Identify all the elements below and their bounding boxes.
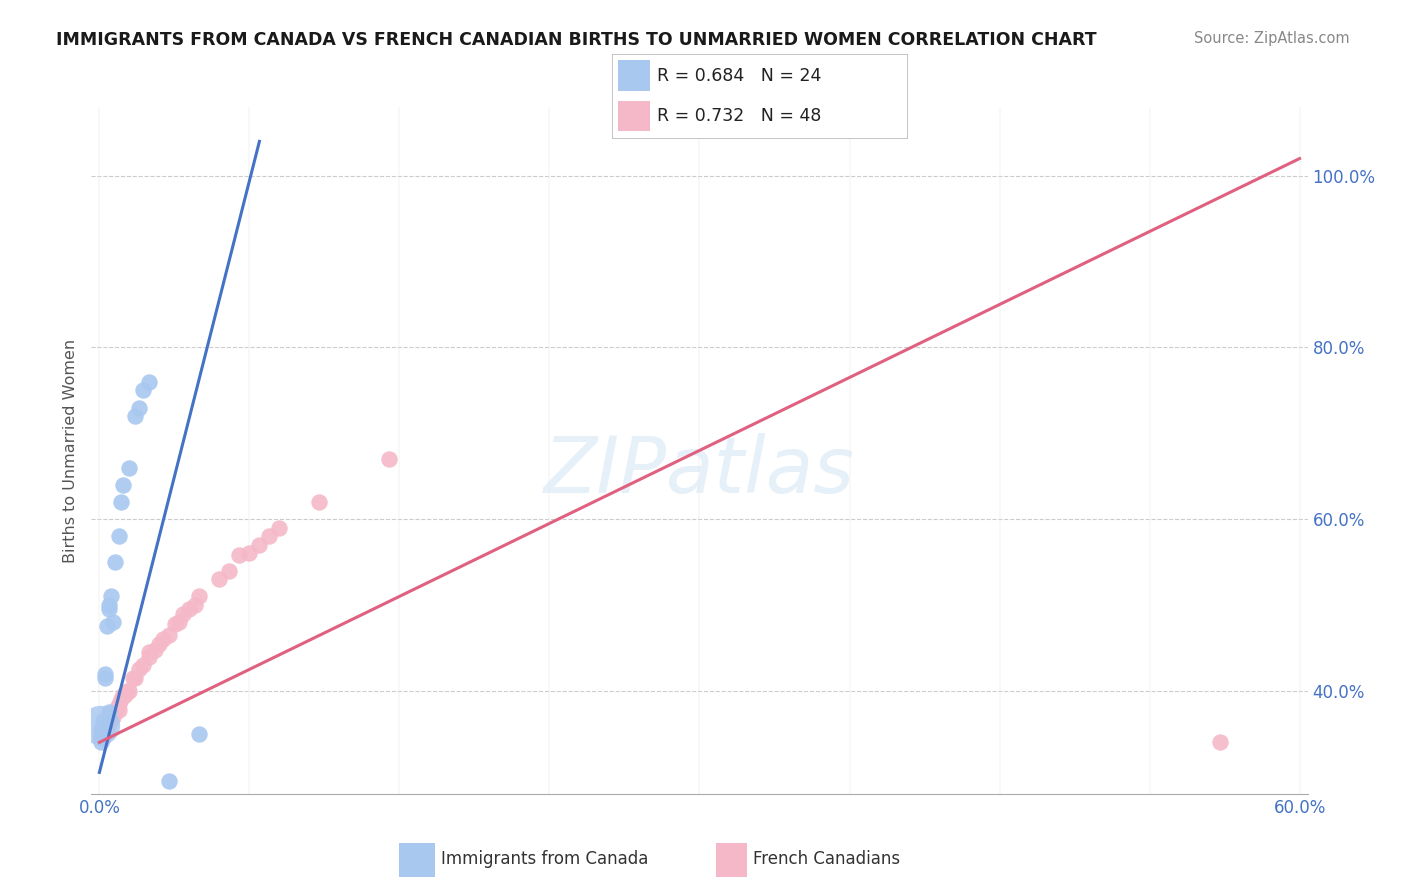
Point xyxy=(132,384,155,398)
Point xyxy=(93,723,115,737)
Point xyxy=(138,645,160,659)
Point xyxy=(93,720,115,734)
Point xyxy=(89,718,111,732)
Point xyxy=(308,495,330,509)
Text: French Canadians: French Canadians xyxy=(754,849,901,868)
Point xyxy=(105,701,128,715)
Point xyxy=(104,706,127,720)
Point xyxy=(208,572,231,586)
Point xyxy=(169,615,191,630)
Y-axis label: Births to Unmarried Women: Births to Unmarried Women xyxy=(62,338,77,563)
Text: ZIPatlas: ZIPatlas xyxy=(544,433,855,509)
Point xyxy=(378,452,401,467)
Point xyxy=(122,671,145,685)
Point xyxy=(145,642,167,657)
Text: Immigrants from Canada: Immigrants from Canada xyxy=(441,849,648,868)
Point xyxy=(157,774,180,789)
Point xyxy=(114,688,136,702)
Point xyxy=(138,649,160,664)
Point xyxy=(172,607,194,621)
Point xyxy=(94,671,117,685)
Point xyxy=(165,616,187,631)
Point xyxy=(228,548,250,562)
Point xyxy=(179,602,201,616)
Point xyxy=(103,706,125,720)
Point xyxy=(132,658,155,673)
Point xyxy=(157,628,180,642)
Point xyxy=(238,546,260,561)
Point xyxy=(108,529,131,543)
Point xyxy=(110,692,132,706)
Point xyxy=(269,521,291,535)
Point xyxy=(90,723,112,737)
Point xyxy=(94,666,117,681)
Point xyxy=(1208,735,1230,749)
Point xyxy=(96,619,118,633)
Point xyxy=(184,598,207,612)
Point xyxy=(118,460,141,475)
Point xyxy=(188,590,211,604)
Bar xyxy=(399,844,434,877)
Point xyxy=(112,477,135,491)
Point xyxy=(148,637,170,651)
Point xyxy=(96,718,118,732)
Text: IMMIGRANTS FROM CANADA VS FRENCH CANADIAN BIRTHS TO UNMARRIED WOMEN CORRELATION : IMMIGRANTS FROM CANADA VS FRENCH CANADIA… xyxy=(56,31,1097,49)
Point xyxy=(118,683,141,698)
Point xyxy=(98,706,121,720)
Point xyxy=(108,697,131,711)
Point xyxy=(108,703,131,717)
Point xyxy=(218,564,240,578)
Point xyxy=(117,683,139,698)
Point xyxy=(100,711,122,725)
Bar xyxy=(716,844,747,877)
Point xyxy=(98,602,121,616)
Point xyxy=(188,727,211,741)
Point xyxy=(249,538,271,552)
Point xyxy=(124,409,146,423)
Point xyxy=(90,731,112,745)
Text: R = 0.732   N = 48: R = 0.732 N = 48 xyxy=(658,107,821,125)
Point xyxy=(94,723,117,737)
Point xyxy=(152,632,174,647)
Point xyxy=(103,709,125,723)
Point xyxy=(103,615,125,630)
Point xyxy=(259,529,281,543)
Point xyxy=(128,401,150,415)
Text: R = 0.684   N = 24: R = 0.684 N = 24 xyxy=(658,67,821,85)
Point xyxy=(90,735,112,749)
Point xyxy=(90,731,112,745)
Point xyxy=(112,688,135,702)
Point xyxy=(96,723,118,737)
Point xyxy=(110,495,132,509)
Text: Source: ZipAtlas.com: Source: ZipAtlas.com xyxy=(1194,31,1350,46)
Point xyxy=(138,375,160,389)
Point xyxy=(93,731,115,745)
Point xyxy=(94,727,117,741)
Point xyxy=(98,711,121,725)
Point xyxy=(124,671,146,685)
Point xyxy=(128,662,150,676)
Point xyxy=(98,716,121,731)
Bar xyxy=(617,61,650,91)
Point xyxy=(104,555,127,569)
Point xyxy=(98,598,121,612)
Point xyxy=(93,714,115,728)
Point xyxy=(90,727,112,741)
Point xyxy=(100,590,122,604)
Bar xyxy=(617,101,650,131)
